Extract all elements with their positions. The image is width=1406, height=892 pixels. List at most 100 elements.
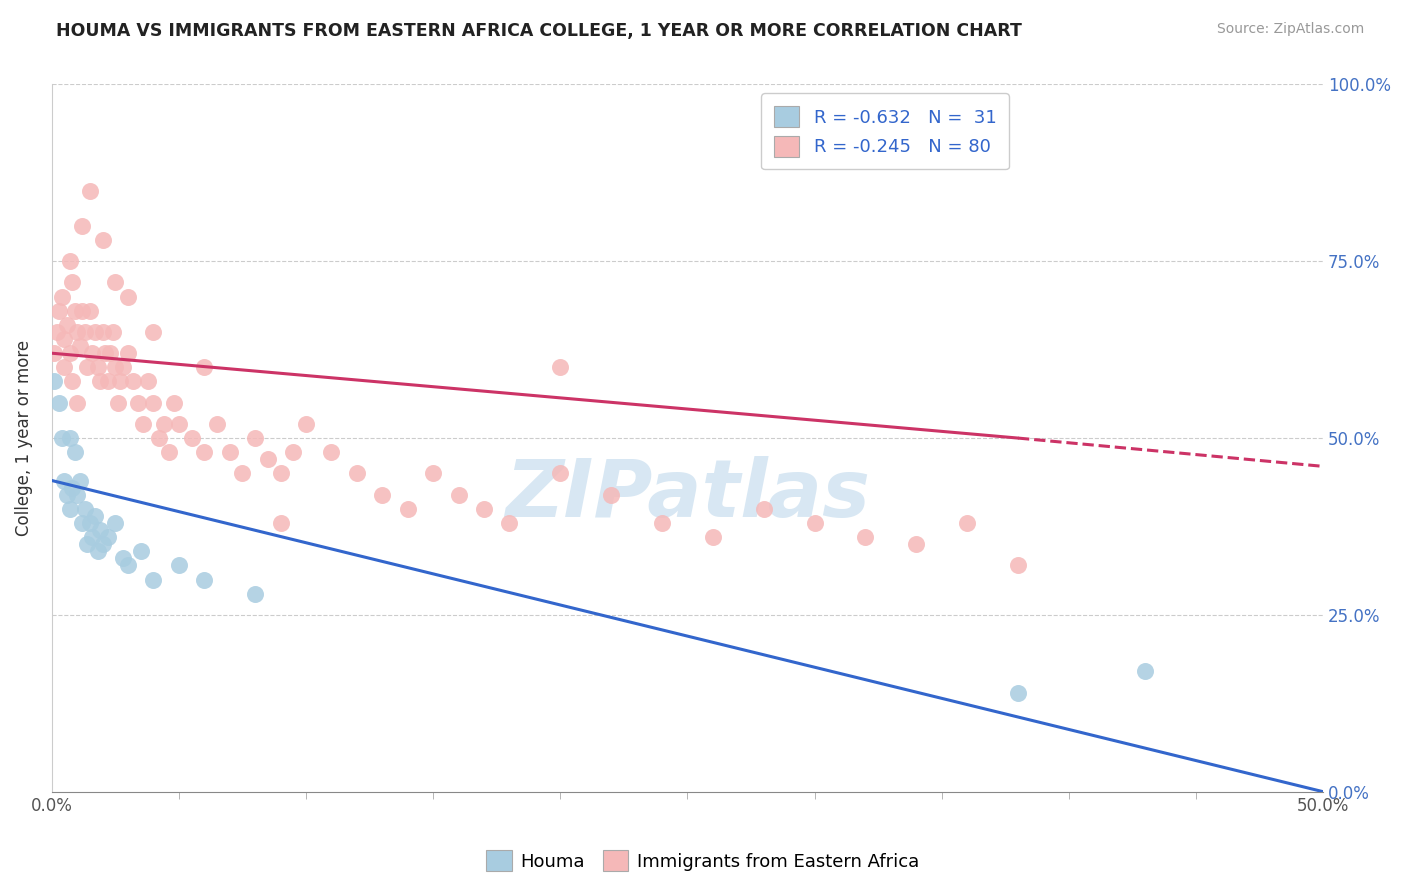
Point [600,488,623,502]
Point [205,417,228,431]
Point [396,501,419,516]
Point [76,537,98,551]
Point [550,467,572,481]
Point [53,474,76,488]
Point [91,325,114,339]
Point [94,346,117,360]
Point [98,346,121,360]
Point [84,325,107,339]
Point [803,516,825,530]
Point [56,488,79,502]
Point [167,558,190,573]
Point [132,417,155,431]
Legend: Houma, Immigrants from Eastern Africa: Houma, Immigrants from Eastern Africa [479,843,927,879]
Point [855,530,877,544]
Point [180,431,202,445]
Point [193,360,215,375]
Point [60,375,83,389]
Point [157,445,180,459]
Point [76,360,98,375]
Point [193,573,215,587]
Point [193,445,215,459]
Point [84,508,107,523]
Point [69,339,91,353]
Point [44,346,66,360]
Point [498,516,520,530]
Point [956,516,979,530]
Point [69,474,91,488]
Point [752,501,775,516]
Point [472,501,495,516]
Point [51,290,73,304]
Point [79,516,101,530]
Point [107,395,129,409]
Point [148,431,170,445]
Point [111,551,134,566]
Point [51,431,73,445]
Point [138,375,160,389]
Point [60,481,83,495]
Point [127,395,149,409]
Point [129,544,152,558]
Point [371,488,394,502]
Point [142,573,165,587]
Point [58,501,80,516]
Point [447,488,470,502]
Point [104,516,127,530]
Point [91,233,114,247]
Point [97,530,120,544]
Point [53,360,76,375]
Point [91,537,114,551]
Point [422,467,444,481]
Point [82,530,104,544]
Point [167,417,190,431]
Point [283,445,305,459]
Point [48,395,70,409]
Point [295,417,318,431]
Point [257,452,280,467]
Text: ZIPatlas: ZIPatlas [505,456,870,533]
Point [79,303,101,318]
Point [346,467,368,481]
Point [117,346,139,360]
Point [104,360,127,375]
Point [58,254,80,268]
Point [45,325,67,339]
Y-axis label: College, 1 year or more: College, 1 year or more [15,340,32,536]
Point [243,431,266,445]
Point [72,219,94,233]
Point [56,318,79,332]
Point [89,375,111,389]
Point [321,445,343,459]
Point [63,303,86,318]
Point [270,516,292,530]
Point [89,523,111,537]
Point [86,360,108,375]
Point [550,360,572,375]
Point [270,467,292,481]
Point [702,530,724,544]
Point [117,558,139,573]
Point [110,375,132,389]
Point [1007,686,1029,700]
Text: HOUMA VS IMMIGRANTS FROM EASTERN AFRICA COLLEGE, 1 YEAR OR MORE CORRELATION CHAR: HOUMA VS IMMIGRANTS FROM EASTERN AFRICA … [56,22,1022,40]
Point [117,290,139,304]
Point [58,431,80,445]
Point [79,184,101,198]
Point [142,325,165,339]
Point [111,360,134,375]
Point [243,587,266,601]
Point [218,445,240,459]
Point [82,346,104,360]
Point [63,445,86,459]
Point [122,375,145,389]
Point [152,417,174,431]
Point [101,325,124,339]
Point [72,303,94,318]
Point [163,395,186,409]
Point [44,375,66,389]
Point [66,325,89,339]
Point [1133,665,1156,679]
Point [73,501,96,516]
Point [86,544,108,558]
